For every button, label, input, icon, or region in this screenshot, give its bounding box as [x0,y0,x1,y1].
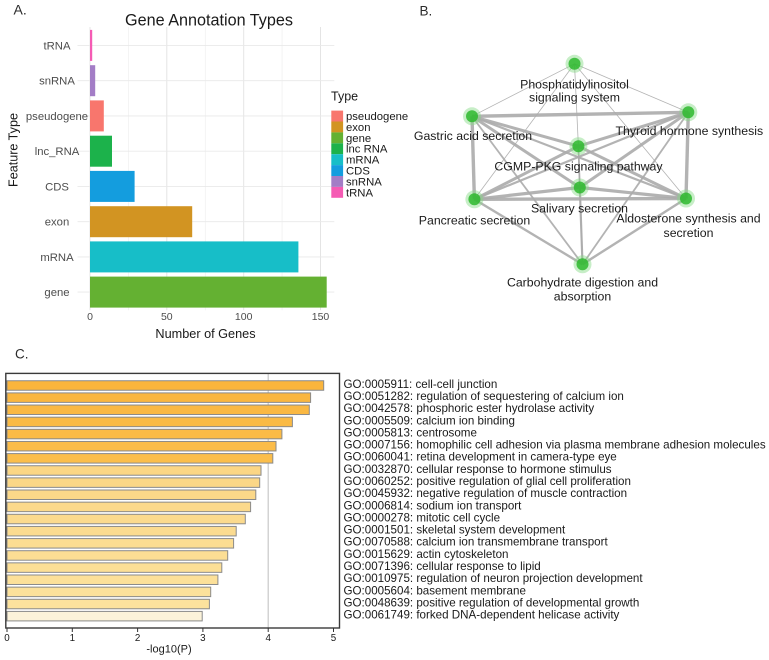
svg-text:gene: gene [44,287,69,299]
svg-text:pseudogene: pseudogene [26,111,88,123]
svg-text:GO:0071396: cellular response: GO:0071396: cellular response to lipid [344,560,541,573]
svg-text:2: 2 [135,633,140,644]
svg-text:B.: B. [420,4,433,19]
svg-text:lnc_RNA: lnc_RNA [35,146,80,158]
svg-text:lnc RNA: lnc RNA [346,144,388,156]
svg-text:GO:0005813: centrosome: GO:0005813: centrosome [344,426,477,439]
svg-text:Type: Type [331,90,358,104]
svg-text:exon: exon [346,122,371,134]
svg-text:GO:0070588: calcium ion transm: GO:0070588: calcium ion transmembrane tr… [344,536,609,549]
svg-text:GO:0048639: positive regulatio: GO:0048639: positive regulation of devel… [344,596,640,609]
svg-text:GO:0060041: retina development: GO:0060041: retina development in camera… [344,451,617,464]
svg-text:GO:0007156: homophilic cell ad: GO:0007156: homophilic cell adhesion via… [344,439,766,452]
svg-text:Feature Type: Feature Type [6,113,20,187]
svg-text:CDS: CDS [346,166,370,178]
svg-text:exon: exon [45,217,70,229]
svg-text:snRNA: snRNA [39,76,75,88]
svg-text:signaling system: signaling system [529,91,620,105]
svg-text:GO:0001501: skeletal system de: GO:0001501: skeletal system development [344,524,566,537]
svg-text:secretion: secretion [664,226,714,240]
svg-text:3: 3 [200,633,206,644]
svg-text:GO:0006814: sodium ion transpo: GO:0006814: sodium ion transport [344,499,523,512]
svg-text:150: 150 [312,311,330,323]
svg-text:snRNA: snRNA [346,176,382,188]
svg-text:pseudogene: pseudogene [346,111,408,123]
svg-text:gene: gene [346,133,371,145]
svg-text:GO:0005509: calcium ion bindin: GO:0005509: calcium ion binding [344,414,515,427]
svg-text:GO:0005911: cell-cell junction: GO:0005911: cell-cell junction [344,378,498,391]
svg-text:GO:0045932: negative regulatio: GO:0045932: negative regulation of muscl… [344,487,628,500]
svg-text:mRNA: mRNA [40,252,74,264]
svg-text:4: 4 [265,633,271,644]
svg-text:Number of Genes: Number of Genes [155,327,255,341]
svg-text:absorption: absorption [554,290,612,304]
svg-text:Carbohydrate digestion and: Carbohydrate digestion and [507,276,658,290]
svg-text:tRNA: tRNA [44,40,71,52]
svg-text:Phosphatidylinositol: Phosphatidylinositol [520,78,629,92]
svg-text:Aldosterone synthesis and: Aldosterone synthesis and [616,212,760,226]
svg-text:GO:0010975: regulation of neur: GO:0010975: regulation of neuron project… [344,572,644,585]
svg-text:GO:0000278: mitotic cell cycle: GO:0000278: mitotic cell cycle [344,511,501,524]
svg-text:mRNA: mRNA [346,155,380,167]
svg-text:Thyroid hormone synthesis: Thyroid hormone synthesis [615,124,763,138]
svg-text:50: 50 [161,311,173,323]
svg-text:CGMP-PKG signaling pathway: CGMP-PKG signaling pathway [494,160,663,174]
svg-text:0: 0 [4,633,10,644]
svg-text:GO:0005604: basement membrane: GO:0005604: basement membrane [344,584,526,597]
svg-text:0: 0 [87,311,93,323]
svg-text:CDS: CDS [45,181,69,193]
svg-text:GO:0042578: phosphoric ester h: GO:0042578: phosphoric ester hydrolase a… [344,402,595,415]
svg-text:Pancreatic secretion: Pancreatic secretion [419,214,531,228]
svg-text:tRNA: tRNA [346,187,373,199]
svg-text:GO:0051282: regulation of sequ: GO:0051282: regulation of sequestering o… [344,390,624,403]
svg-text:GO:0015629: actin cytoskeleton: GO:0015629: actin cytoskeleton [344,548,509,561]
svg-text:A.: A. [14,2,27,18]
svg-text:5: 5 [331,633,337,644]
svg-text:100: 100 [235,311,253,323]
svg-text:Gene Annotation Types: Gene Annotation Types [125,12,293,30]
svg-text:1: 1 [70,633,75,644]
svg-text:Gastric acid secretion: Gastric acid secretion [414,129,532,143]
svg-text:GO:0061749: forked DNA-depende: GO:0061749: forked DNA-dependent helicas… [344,609,620,622]
svg-text:Salivary secretion: Salivary secretion [531,202,628,216]
svg-text:GO:0032870: cellular response: GO:0032870: cellular response to hormone… [344,463,612,476]
svg-text:C.: C. [15,347,29,362]
svg-text:-log10(P): -log10(P) [146,644,191,656]
svg-text:GO:0060252: positive regulatio: GO:0060252: positive regulation of glial… [344,475,631,488]
